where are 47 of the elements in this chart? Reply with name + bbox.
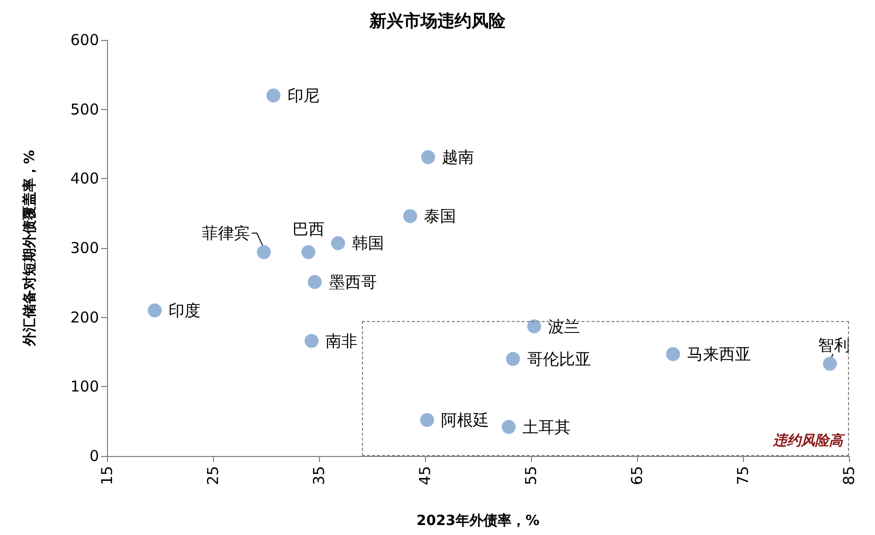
annotation: 墨西哥 bbox=[328, 272, 377, 292]
point bbox=[308, 274, 322, 289]
x-tick-label: 45 bbox=[416, 466, 434, 486]
annotation: 印度 bbox=[168, 300, 201, 320]
annotation: 泰国 bbox=[424, 206, 456, 226]
point bbox=[304, 334, 319, 348]
x-tick-label: 35 bbox=[310, 466, 328, 486]
point bbox=[331, 236, 346, 250]
y-tick-label: 100 bbox=[70, 378, 99, 396]
annotation: 马来西亚 bbox=[687, 344, 752, 364]
annotation: 越南 bbox=[442, 148, 474, 167]
annotation: 阿根廷 bbox=[441, 410, 490, 430]
y-tick-label: 300 bbox=[70, 239, 99, 257]
point bbox=[506, 352, 520, 366]
point bbox=[502, 420, 516, 434]
annotation: 土耳其 bbox=[522, 417, 571, 436]
y-tick-label: 400 bbox=[70, 170, 99, 188]
point bbox=[420, 412, 434, 427]
y-tick-label: 0 bbox=[89, 447, 99, 465]
y-tick-label: 500 bbox=[70, 100, 99, 118]
point bbox=[403, 209, 418, 224]
chart-title: 新兴市场违约风险 bbox=[368, 12, 506, 32]
point bbox=[822, 356, 837, 371]
x-tick-label: 85 bbox=[840, 466, 858, 486]
point bbox=[421, 150, 436, 164]
point bbox=[256, 245, 271, 260]
x-tick-label: 25 bbox=[204, 466, 222, 486]
annotation: 哥伦比亚 bbox=[526, 349, 591, 368]
x-tick-label: 55 bbox=[522, 466, 540, 486]
point bbox=[666, 347, 680, 362]
x-tick-label: 15 bbox=[98, 466, 116, 486]
point bbox=[148, 303, 162, 318]
point bbox=[266, 88, 280, 102]
y-axis-title: 外汇储备对短期外债覆盖率，% bbox=[21, 150, 38, 348]
annotation: 南非 bbox=[326, 331, 358, 350]
annotation: 巴西 bbox=[292, 220, 324, 239]
point bbox=[527, 319, 542, 334]
annotation: 印尼 bbox=[287, 86, 320, 105]
annotation: 菲律宾 bbox=[202, 224, 250, 243]
x-tick-label: 75 bbox=[734, 466, 752, 486]
y-tick-label: 600 bbox=[70, 31, 99, 49]
annotation: 韩国 bbox=[352, 234, 384, 253]
annotation: 违约风险高 bbox=[772, 432, 846, 449]
x-tick-label: 65 bbox=[628, 466, 646, 486]
x-axis-title: 2023年外债率，% bbox=[416, 512, 540, 529]
y-tick-label: 200 bbox=[70, 308, 99, 326]
point bbox=[301, 245, 316, 260]
